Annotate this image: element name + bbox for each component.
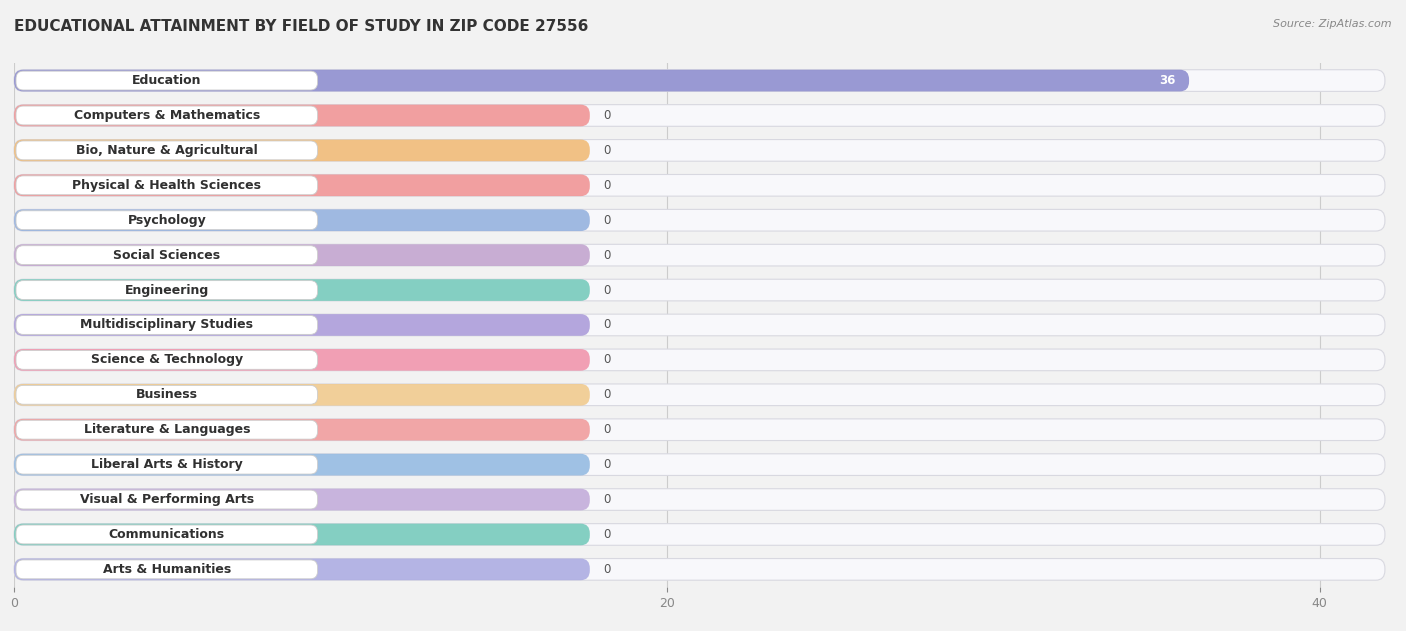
FancyBboxPatch shape: [14, 384, 1385, 406]
Text: 0: 0: [603, 179, 610, 192]
FancyBboxPatch shape: [14, 524, 1385, 545]
FancyBboxPatch shape: [15, 525, 318, 544]
FancyBboxPatch shape: [14, 70, 1189, 91]
Text: Psychology: Psychology: [128, 214, 207, 227]
Text: 0: 0: [603, 353, 610, 367]
FancyBboxPatch shape: [14, 489, 589, 510]
FancyBboxPatch shape: [15, 245, 318, 264]
Text: 0: 0: [603, 528, 610, 541]
Text: 0: 0: [603, 493, 610, 506]
Text: 0: 0: [603, 319, 610, 331]
FancyBboxPatch shape: [15, 106, 318, 125]
FancyBboxPatch shape: [14, 139, 589, 161]
FancyBboxPatch shape: [15, 316, 318, 334]
FancyBboxPatch shape: [14, 105, 1385, 126]
Text: 36: 36: [1160, 74, 1175, 87]
FancyBboxPatch shape: [14, 558, 589, 580]
Text: Science & Technology: Science & Technology: [91, 353, 243, 367]
FancyBboxPatch shape: [14, 175, 589, 196]
FancyBboxPatch shape: [14, 349, 589, 370]
FancyBboxPatch shape: [15, 420, 318, 439]
Text: 0: 0: [603, 214, 610, 227]
FancyBboxPatch shape: [14, 419, 1385, 440]
FancyBboxPatch shape: [14, 314, 1385, 336]
FancyBboxPatch shape: [14, 70, 1385, 91]
Text: 0: 0: [603, 144, 610, 157]
FancyBboxPatch shape: [14, 524, 589, 545]
FancyBboxPatch shape: [14, 454, 589, 475]
Text: 0: 0: [603, 249, 610, 262]
FancyBboxPatch shape: [14, 489, 1385, 510]
Text: Education: Education: [132, 74, 201, 87]
FancyBboxPatch shape: [15, 386, 318, 404]
FancyBboxPatch shape: [14, 244, 589, 266]
FancyBboxPatch shape: [15, 281, 318, 300]
Text: Liberal Arts & History: Liberal Arts & History: [91, 458, 243, 471]
Text: Social Sciences: Social Sciences: [114, 249, 221, 262]
FancyBboxPatch shape: [14, 419, 589, 440]
FancyBboxPatch shape: [15, 490, 318, 509]
FancyBboxPatch shape: [14, 314, 589, 336]
Text: Visual & Performing Arts: Visual & Performing Arts: [80, 493, 254, 506]
FancyBboxPatch shape: [14, 558, 1385, 580]
FancyBboxPatch shape: [14, 384, 589, 406]
FancyBboxPatch shape: [14, 105, 589, 126]
FancyBboxPatch shape: [14, 349, 1385, 370]
Text: Literature & Languages: Literature & Languages: [83, 423, 250, 436]
FancyBboxPatch shape: [15, 560, 318, 579]
Text: Arts & Humanities: Arts & Humanities: [103, 563, 231, 576]
Text: EDUCATIONAL ATTAINMENT BY FIELD OF STUDY IN ZIP CODE 27556: EDUCATIONAL ATTAINMENT BY FIELD OF STUDY…: [14, 19, 589, 34]
FancyBboxPatch shape: [15, 176, 318, 195]
Text: Computers & Mathematics: Computers & Mathematics: [73, 109, 260, 122]
Text: Bio, Nature & Agricultural: Bio, Nature & Agricultural: [76, 144, 257, 157]
FancyBboxPatch shape: [15, 211, 318, 230]
FancyBboxPatch shape: [15, 455, 318, 474]
FancyBboxPatch shape: [14, 454, 1385, 475]
Text: Engineering: Engineering: [125, 283, 209, 297]
Text: Multidisciplinary Studies: Multidisciplinary Studies: [80, 319, 253, 331]
FancyBboxPatch shape: [14, 209, 589, 231]
Text: 0: 0: [603, 423, 610, 436]
Text: 0: 0: [603, 283, 610, 297]
Text: 0: 0: [603, 388, 610, 401]
FancyBboxPatch shape: [15, 350, 318, 369]
Text: Physical & Health Sciences: Physical & Health Sciences: [72, 179, 262, 192]
FancyBboxPatch shape: [14, 139, 1385, 161]
Text: 0: 0: [603, 563, 610, 576]
FancyBboxPatch shape: [14, 280, 589, 301]
Text: Communications: Communications: [108, 528, 225, 541]
FancyBboxPatch shape: [14, 175, 1385, 196]
Text: 0: 0: [603, 109, 610, 122]
Text: Business: Business: [136, 388, 198, 401]
FancyBboxPatch shape: [15, 71, 318, 90]
FancyBboxPatch shape: [15, 141, 318, 160]
Text: Source: ZipAtlas.com: Source: ZipAtlas.com: [1274, 19, 1392, 29]
FancyBboxPatch shape: [14, 280, 1385, 301]
FancyBboxPatch shape: [14, 209, 1385, 231]
FancyBboxPatch shape: [14, 244, 1385, 266]
Text: 0: 0: [603, 458, 610, 471]
